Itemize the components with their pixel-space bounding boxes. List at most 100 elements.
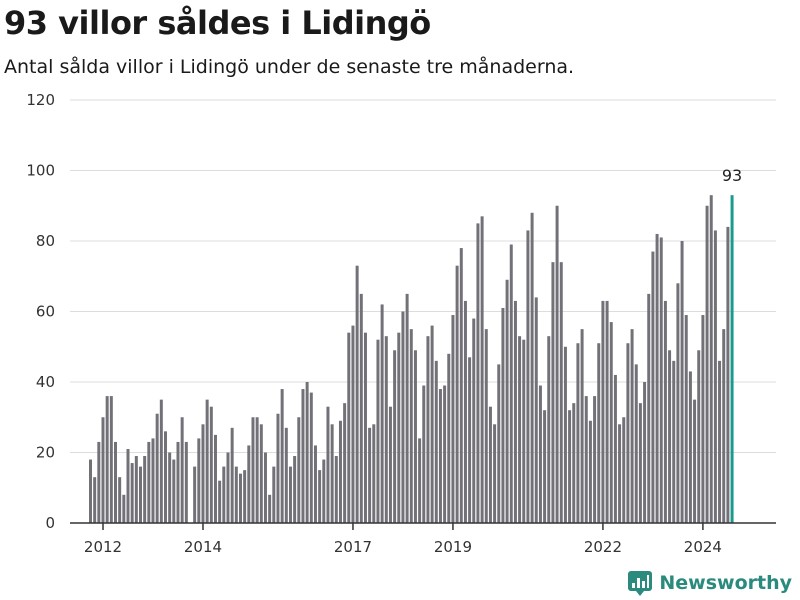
y-tick-label: 100 — [26, 162, 55, 180]
x-tick-label: 2017 — [334, 538, 372, 556]
bar — [459, 248, 463, 524]
bar — [322, 459, 326, 523]
bar — [418, 438, 422, 523]
bar — [105, 396, 109, 523]
y-tick-label: 40 — [36, 373, 55, 391]
bar — [218, 480, 222, 523]
bar — [538, 385, 542, 523]
bar — [213, 434, 217, 524]
bar — [672, 360, 676, 523]
bar — [722, 329, 726, 524]
data-label-latest: 93 — [722, 166, 742, 185]
bar — [372, 424, 376, 523]
bar — [518, 336, 522, 523]
bar — [497, 364, 501, 524]
bar — [505, 279, 509, 523]
bar — [313, 445, 317, 523]
bar — [363, 332, 367, 523]
bar — [613, 374, 617, 523]
bar — [205, 399, 209, 524]
bar — [343, 403, 347, 523]
bar — [688, 371, 692, 523]
bar-latest — [730, 195, 734, 523]
bar — [588, 420, 592, 523]
bar — [147, 441, 151, 523]
bar — [668, 350, 672, 523]
x-tick-label: 2022 — [584, 538, 622, 556]
bar — [443, 385, 447, 523]
x-tick-label: 2012 — [84, 538, 122, 556]
bar — [101, 417, 105, 523]
bar — [580, 329, 584, 524]
bar — [513, 300, 517, 523]
bar — [122, 494, 126, 523]
bar — [134, 456, 138, 523]
bar — [659, 237, 663, 523]
bar — [255, 417, 259, 523]
bar — [480, 216, 484, 523]
bar — [180, 417, 184, 523]
chart-subtitle: Antal sålda villor i Lidingö under de se… — [4, 56, 575, 78]
bar — [288, 466, 292, 523]
bar — [209, 406, 213, 523]
bar — [393, 350, 397, 523]
bar — [243, 470, 247, 524]
bar — [488, 406, 492, 523]
bar — [401, 311, 405, 523]
bar — [434, 360, 438, 523]
bar — [430, 325, 434, 523]
bar — [388, 406, 392, 523]
bar — [563, 346, 567, 523]
bar — [238, 473, 242, 523]
y-axis-ticks: 0 20 40 60 80 100 120 — [26, 91, 55, 532]
bar — [114, 441, 117, 523]
bar — [138, 466, 142, 523]
bar — [697, 350, 701, 523]
bar — [684, 315, 688, 523]
bars — [89, 195, 734, 524]
brand-name: Newsworthy — [659, 572, 792, 594]
bar — [89, 459, 92, 523]
bar — [284, 427, 288, 523]
bar — [709, 195, 713, 523]
bar — [568, 410, 572, 523]
bar — [572, 403, 576, 523]
bar — [126, 448, 130, 523]
bar — [247, 445, 251, 523]
bar — [593, 396, 597, 523]
bar — [559, 262, 563, 523]
bar — [93, 477, 97, 523]
bar — [397, 332, 401, 523]
bar — [576, 343, 580, 523]
bar — [259, 424, 263, 523]
bar — [305, 382, 309, 523]
bar — [176, 441, 180, 523]
bar — [663, 300, 667, 523]
bar — [543, 410, 547, 523]
bar — [280, 389, 284, 523]
bar — [201, 424, 205, 523]
bar — [143, 456, 147, 523]
bar — [718, 360, 722, 523]
y-tick-label: 80 — [36, 232, 55, 250]
bar — [626, 343, 630, 523]
bar — [276, 413, 280, 523]
bar — [638, 403, 642, 523]
bar — [647, 293, 651, 524]
bar — [509, 244, 513, 523]
bar — [680, 241, 684, 523]
bar — [484, 329, 488, 524]
bar — [643, 382, 647, 523]
bar — [222, 466, 226, 523]
bar — [455, 265, 459, 523]
x-tick-label: 2024 — [684, 538, 722, 556]
bar — [297, 417, 301, 523]
bar — [359, 293, 363, 524]
bar — [159, 399, 163, 524]
bar — [551, 262, 555, 523]
bar — [268, 494, 272, 523]
bar — [376, 339, 380, 523]
bar — [426, 336, 430, 523]
bar — [530, 212, 534, 524]
bar — [380, 304, 384, 523]
